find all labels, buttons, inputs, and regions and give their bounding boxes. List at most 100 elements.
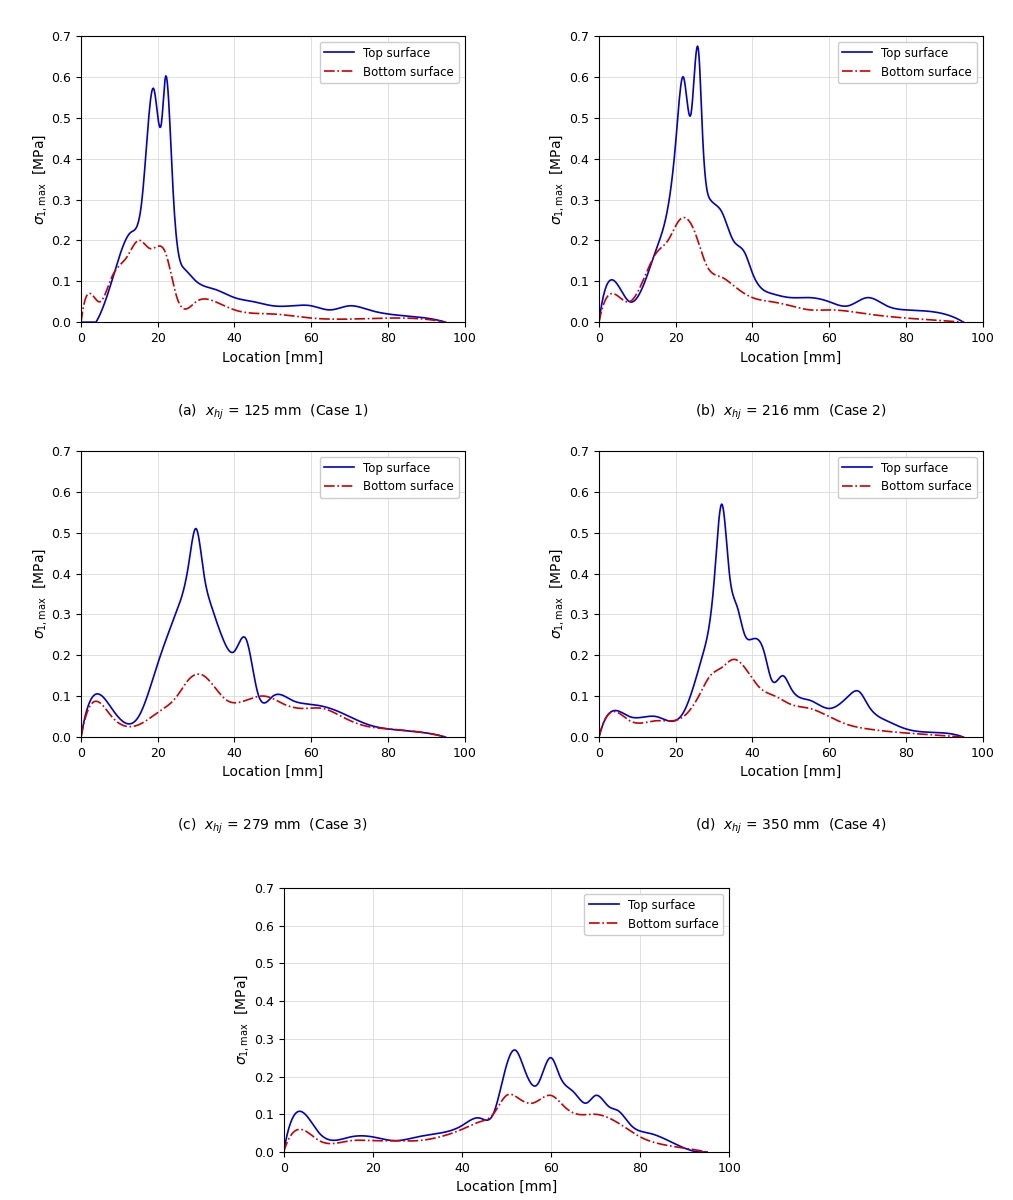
Top surface (251, 295, 263, 310)
Legend: Top surface, Bottom surface: Top surface, Bottom surface (838, 42, 977, 83)
Top surface (432, 313, 444, 328)
Bottom surface (593, 314, 605, 329)
Top surface (692, 1145, 704, 1159)
Bottom surface (251, 306, 263, 320)
Bottom surface (892, 311, 905, 325)
Bottom surface (769, 689, 781, 703)
X-axis label: Location [mm]: Location [mm] (456, 1181, 557, 1194)
Bottom surface (278, 1145, 290, 1159)
Line: Top surface: Top surface (284, 1050, 707, 1152)
Top surface (892, 302, 905, 317)
Bottom surface (479, 1114, 491, 1128)
Bottom surface (728, 652, 741, 666)
Top surface (692, 38, 704, 53)
Text: (d)  $x_{hj}$ = 350 mm  (Case 4): (d) $x_{hj}$ = 350 mm (Case 4) (695, 817, 886, 836)
Legend: Top surface, Bottom surface: Top surface, Bottom surface (585, 894, 723, 935)
Top surface (249, 673, 261, 688)
Bottom surface (432, 313, 444, 328)
Y-axis label: $\sigma_{1,\mathrm{max}}$  [MPa]: $\sigma_{1,\mathrm{max}}$ [MPa] (30, 548, 49, 640)
X-axis label: Location [mm]: Location [mm] (222, 766, 323, 779)
Y-axis label: $\sigma_{1,\mathrm{max}}$  [MPa]: $\sigma_{1,\mathrm{max}}$ [MPa] (233, 974, 251, 1066)
Top surface (375, 306, 387, 320)
Line: Bottom surface: Bottom surface (284, 1094, 707, 1152)
Bottom surface (678, 210, 690, 224)
Top surface (75, 730, 87, 744)
Bottom surface (134, 233, 146, 247)
Top surface (810, 696, 823, 710)
Bottom surface (75, 730, 87, 744)
Line: Bottom surface: Bottom surface (599, 217, 963, 322)
Line: Top surface: Top surface (81, 528, 446, 737)
Top surface (593, 314, 605, 329)
Top surface (531, 1079, 543, 1093)
Bottom surface (531, 1094, 543, 1109)
Bottom surface (791, 300, 803, 314)
Bottom surface (810, 703, 823, 718)
Top surface (375, 720, 387, 734)
Bottom surface (293, 310, 305, 324)
Bottom surface (249, 306, 261, 320)
Top surface (272, 688, 285, 702)
Top surface (160, 68, 172, 83)
Y-axis label: $\sigma_{1,\mathrm{max}}$  [MPa]: $\sigma_{1,\mathrm{max}}$ [MPa] (548, 548, 566, 640)
Bottom surface (767, 295, 779, 310)
Line: Bottom surface: Bottom surface (599, 659, 963, 737)
Bottom surface (892, 725, 905, 739)
Bottom surface (692, 1144, 704, 1158)
Legend: Top surface, Bottom surface: Top surface, Bottom surface (320, 42, 459, 83)
Bottom surface (432, 728, 444, 743)
Bottom surface (75, 314, 87, 329)
Y-axis label: $\sigma_{1,\mathrm{max}}$  [MPa]: $\sigma_{1,\mathrm{max}}$ [MPa] (30, 133, 49, 224)
Top surface (75, 314, 87, 329)
Top surface (769, 676, 781, 690)
Y-axis label: $\sigma_{1,\mathrm{max}}$  [MPa]: $\sigma_{1,\mathrm{max}}$ [MPa] (548, 133, 566, 224)
X-axis label: Location [mm]: Location [mm] (741, 766, 842, 779)
Bottom surface (769, 295, 781, 310)
Bottom surface (810, 302, 823, 317)
Bottom surface (949, 730, 961, 744)
Top surface (767, 287, 779, 301)
Top surface (701, 1145, 713, 1159)
Top surface (769, 287, 781, 301)
Top surface (440, 730, 452, 744)
Bottom surface (957, 314, 969, 329)
Bottom surface (701, 1145, 713, 1159)
Bottom surface (625, 1124, 637, 1139)
Top surface (593, 730, 605, 744)
Bottom surface (272, 695, 285, 709)
Text: (b)  $x_{hj}$ = 216 mm  (Case 2): (b) $x_{hj}$ = 216 mm (Case 2) (695, 402, 886, 421)
X-axis label: Location [mm]: Location [mm] (222, 350, 323, 365)
Line: Bottom surface: Bottom surface (81, 240, 446, 322)
Bottom surface (504, 1087, 517, 1102)
Top surface (479, 1112, 491, 1127)
Top surface (810, 292, 823, 306)
Text: (c)  $x_{hj}$ = 279 mm  (Case 3): (c) $x_{hj}$ = 279 mm (Case 3) (177, 817, 369, 836)
Line: Top surface: Top surface (599, 46, 963, 322)
Bottom surface (440, 314, 452, 329)
Line: Bottom surface: Bottom surface (81, 674, 446, 737)
Bottom surface (375, 721, 387, 736)
Bottom surface (508, 1088, 520, 1103)
Top surface (278, 1145, 290, 1159)
Bottom surface (192, 667, 205, 682)
Top surface (432, 728, 444, 743)
Top surface (957, 730, 969, 744)
Bottom surface (251, 690, 263, 704)
Top surface (509, 1043, 521, 1057)
Top surface (293, 696, 305, 710)
Top surface (481, 1112, 493, 1127)
Top surface (767, 674, 779, 689)
Line: Top surface: Top surface (81, 76, 446, 322)
Top surface (791, 290, 803, 305)
Bottom surface (249, 690, 261, 704)
Bottom surface (957, 730, 969, 744)
Text: (a)  $x_{hj}$ = 125 mm  (Case 1): (a) $x_{hj}$ = 125 mm (Case 1) (177, 402, 369, 421)
Top surface (189, 521, 202, 535)
Bottom surface (767, 688, 779, 702)
Top surface (791, 689, 803, 703)
Top surface (440, 314, 452, 329)
Bottom surface (593, 730, 605, 744)
Bottom surface (272, 307, 285, 322)
Top surface (272, 299, 285, 313)
Top surface (506, 1044, 519, 1058)
